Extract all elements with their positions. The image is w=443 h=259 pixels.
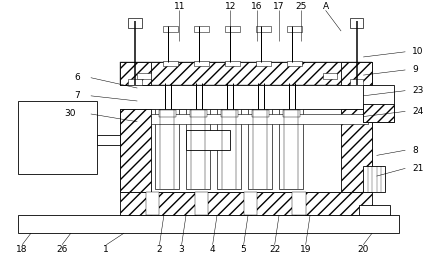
Bar [244,192,257,215]
Text: 18: 18 [16,246,28,254]
Bar [120,62,372,85]
Bar [18,215,399,233]
Bar [163,26,178,32]
Text: 21: 21 [412,164,424,173]
Text: 10: 10 [412,47,424,56]
Text: 11: 11 [174,2,185,11]
Bar [225,26,240,32]
Bar [137,73,151,79]
Bar [120,109,151,192]
Bar [97,135,120,145]
Bar [217,109,241,189]
Bar [359,205,390,215]
Bar [120,192,372,215]
Text: 8: 8 [412,146,418,155]
Bar [341,109,372,192]
Bar [283,110,300,117]
Bar [292,192,306,215]
Bar [256,61,271,66]
Bar [146,192,159,215]
Bar [279,109,303,189]
Bar [120,62,151,85]
Bar [248,109,272,189]
Text: 24: 24 [412,107,423,116]
Text: 3: 3 [179,246,184,254]
Bar [363,85,394,122]
Text: 12: 12 [225,2,236,11]
Text: 22: 22 [269,246,280,254]
Bar [341,62,372,85]
Bar [120,62,372,85]
Bar [128,18,142,28]
Bar [221,110,238,117]
Text: 16: 16 [251,2,263,11]
Bar [190,110,207,117]
Bar [363,104,394,122]
Bar [350,79,363,85]
Bar [287,26,302,32]
Bar [323,73,337,79]
Bar [120,109,372,192]
Text: 5: 5 [241,246,246,254]
Bar [163,61,178,66]
Text: 19: 19 [300,246,311,254]
Text: 23: 23 [412,86,424,95]
Text: 4: 4 [210,246,215,254]
Bar [186,130,230,150]
Bar [252,110,269,117]
Bar [186,109,210,189]
Bar [225,61,240,66]
Bar [195,192,208,215]
Bar [18,101,97,174]
Bar [194,26,209,32]
Bar [363,166,385,192]
Bar [194,61,209,66]
Text: 20: 20 [358,246,369,254]
Bar [256,26,271,32]
Text: 9: 9 [412,66,418,74]
Bar [350,18,363,28]
Text: 26: 26 [56,246,68,254]
Bar [155,109,179,189]
Text: 7: 7 [74,91,80,100]
Text: 6: 6 [74,73,80,82]
Text: 2: 2 [157,246,162,254]
Text: 1: 1 [104,246,109,254]
Text: 30: 30 [64,110,75,118]
Text: 17: 17 [273,2,285,11]
Text: 25: 25 [295,2,307,11]
Bar [159,110,176,117]
Text: A: A [323,2,329,11]
Bar [151,114,368,124]
Bar [287,61,302,66]
Bar [128,79,142,85]
